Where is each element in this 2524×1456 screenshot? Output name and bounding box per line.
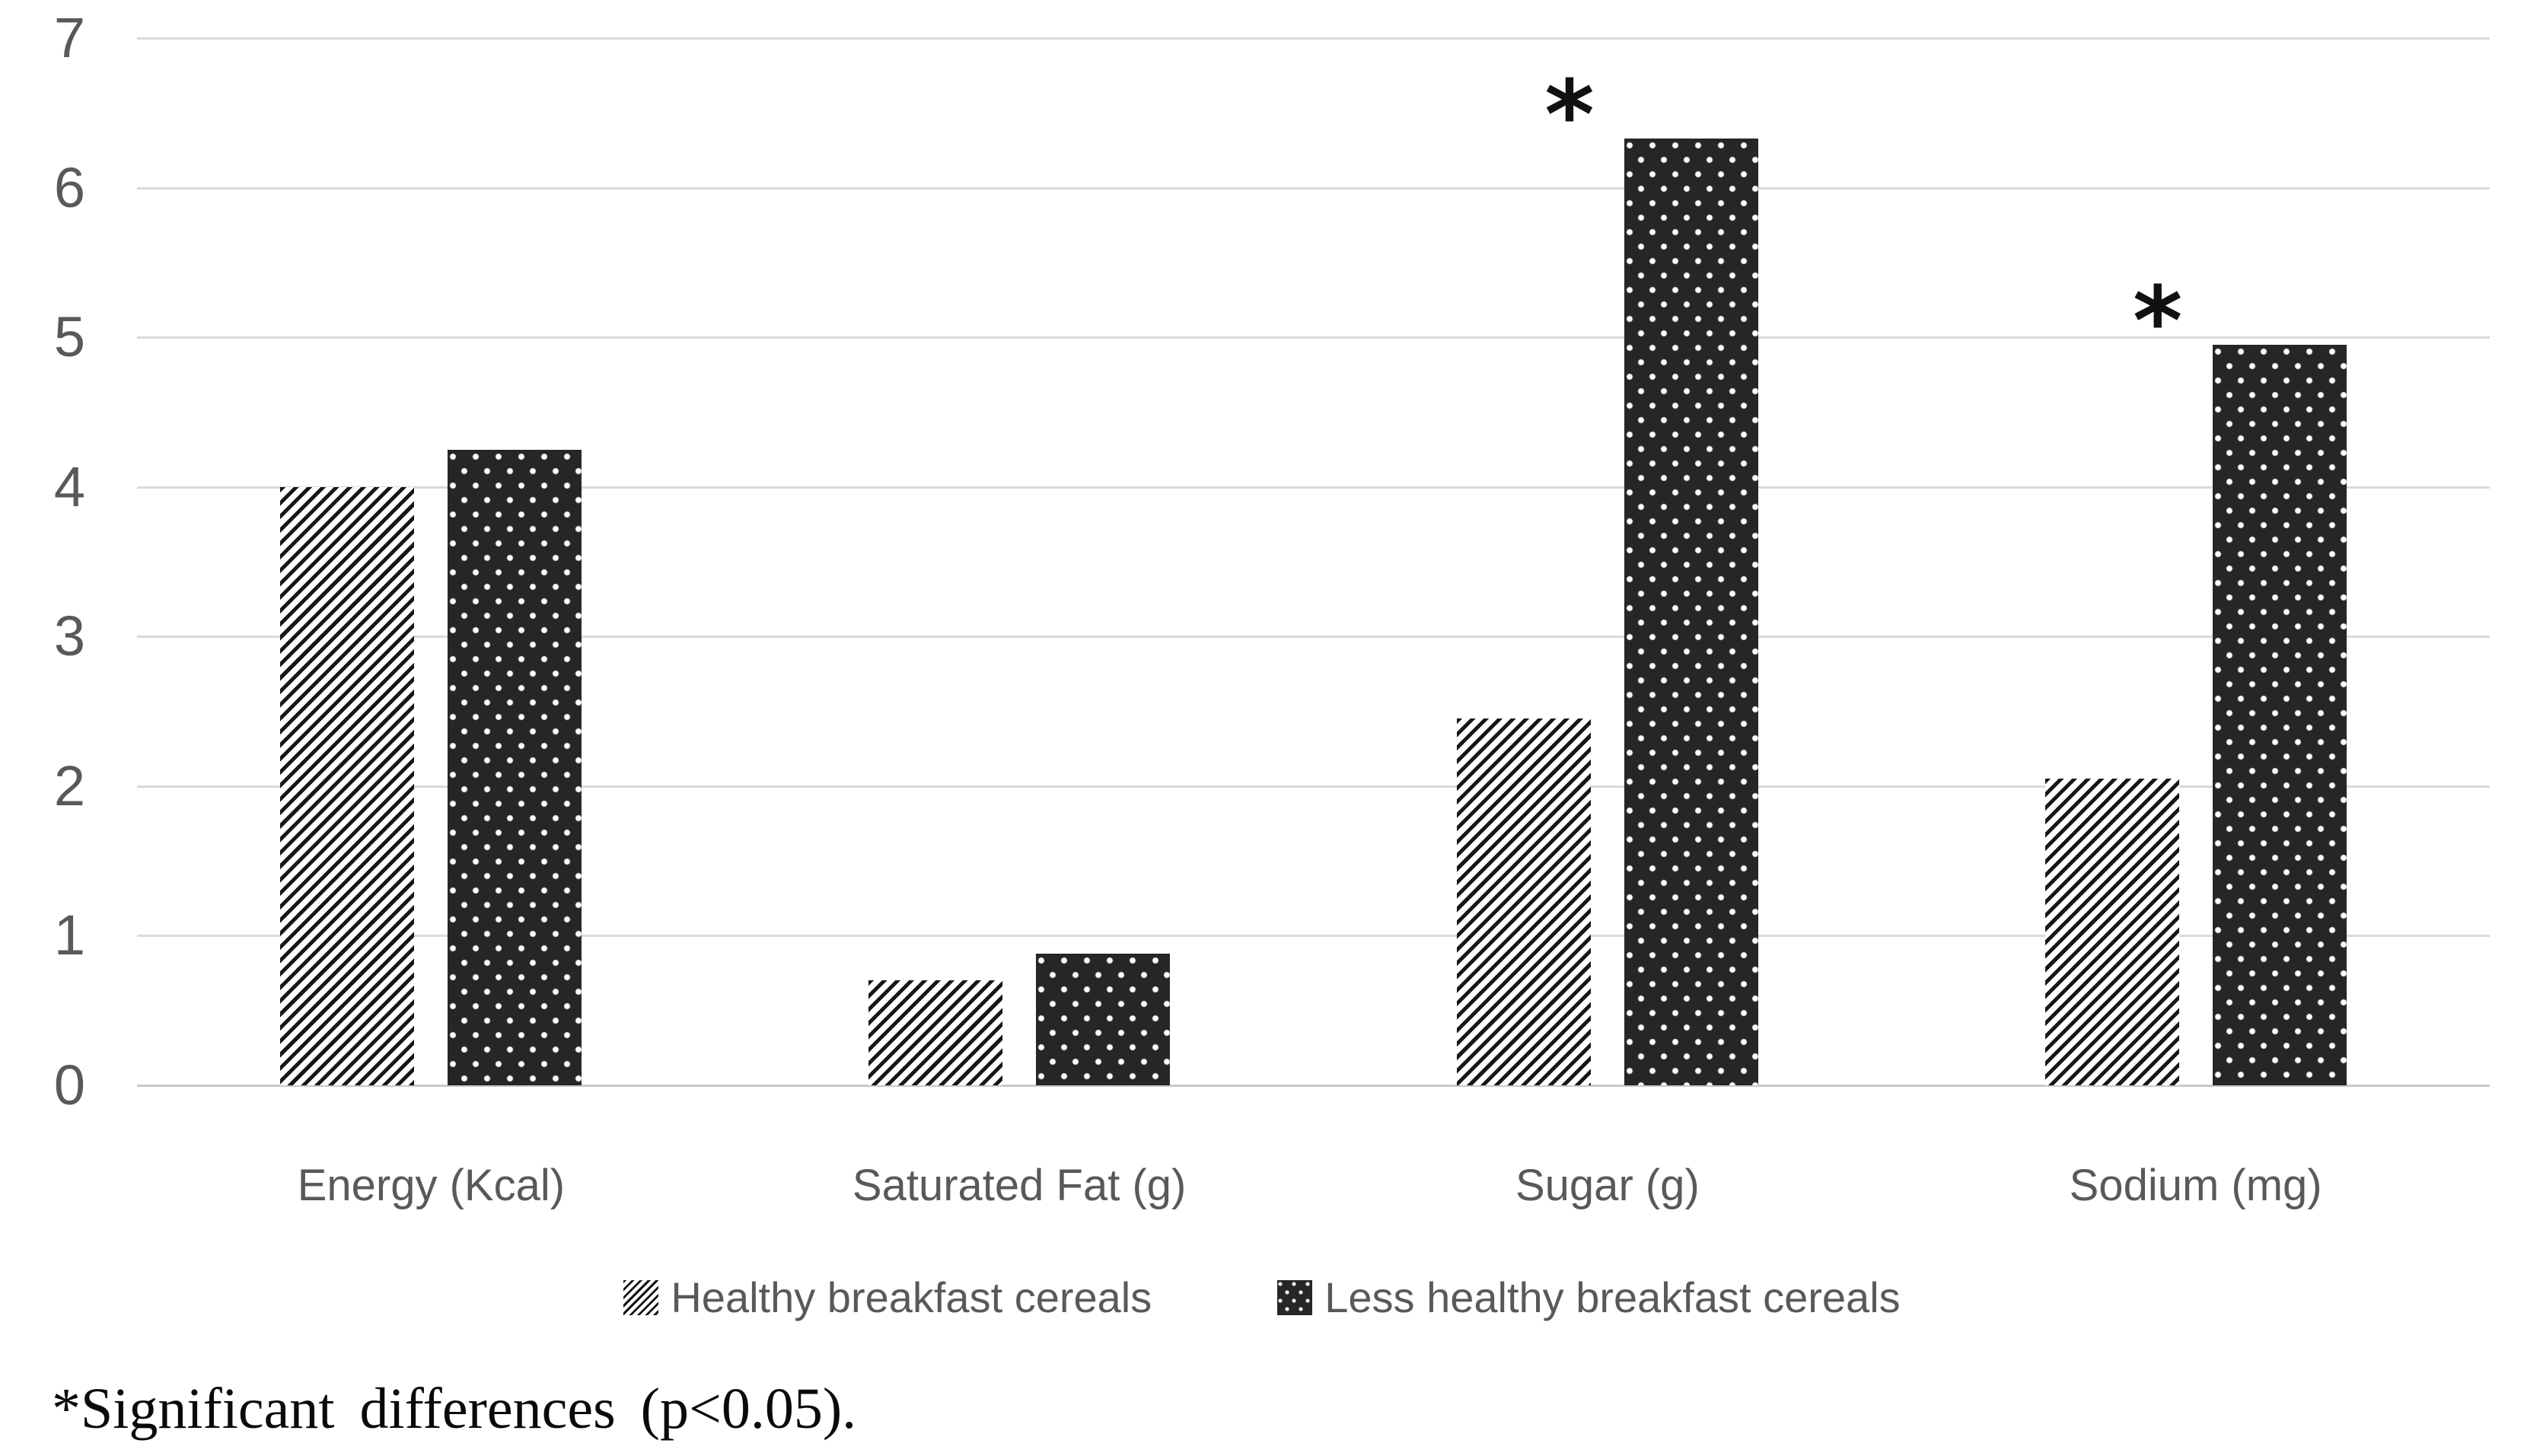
bar-healthy-breakfast-cereals-saturated-fat-g	[868, 980, 1003, 1085]
y-tick-label-2: 2	[53, 753, 85, 817]
gridline-3	[137, 636, 2490, 639]
bar-less-healthy-breakfast-cereals-saturated-fat-g	[1036, 954, 1171, 1085]
y-tick-label-7: 7	[53, 6, 85, 69]
y-tick-label-6: 6	[53, 155, 85, 219]
legend-swatch-healthy-breakfast-cereals	[623, 1279, 659, 1315]
significance-asterisk-sugar-g: *	[1544, 59, 1595, 170]
gridline-7	[137, 37, 2490, 40]
y-tick-label-3: 3	[53, 604, 85, 668]
y-tick-label-5: 5	[53, 305, 85, 369]
significance-asterisk-sodium-mg: *	[2132, 266, 2183, 377]
bar-healthy-breakfast-cereals-sodium-mg	[2044, 779, 2179, 1085]
gridline-2	[137, 785, 2490, 788]
legend-item-healthy-breakfast-cereals: Healthy breakfast cereals	[623, 1273, 1152, 1322]
y-tick-label-4: 4	[53, 454, 85, 518]
bar-healthy-breakfast-cereals-energy-kcal	[280, 486, 415, 1085]
legend-item-less-healthy-breakfast-cereals: Less healthy breakfast cereals	[1277, 1273, 1901, 1322]
bar-healthy-breakfast-cereals-sugar-g	[1456, 718, 1591, 1085]
bar-less-healthy-breakfast-cereals-sodium-mg	[2212, 344, 2347, 1085]
legend-label-less-healthy-breakfast-cereals: Less healthy breakfast cereals	[1324, 1273, 1901, 1321]
y-tick-label-0: 0	[53, 1053, 85, 1117]
x-axis-line	[137, 1085, 2490, 1087]
x-axis-label-sugar-g: Sugar (g)	[1515, 1161, 1700, 1210]
chart-legend: Healthy breakfast cereals Less healthy br…	[0, 1273, 2524, 1322]
legend-swatch-less-healthy-breakfast-cereals	[1277, 1279, 1313, 1315]
gridline-5	[137, 336, 2490, 339]
bar-less-healthy-breakfast-cereals-sugar-g	[1624, 138, 1758, 1085]
legend-label-healthy-breakfast-cereals: Healthy breakfast cereals	[671, 1273, 1152, 1321]
gridline-4	[137, 486, 2490, 489]
gridline-1	[137, 935, 2490, 938]
x-axis-label-sodium-mg: Sodium (mg)	[2069, 1161, 2322, 1210]
x-axis-label-energy-kcal: Energy (Kcal)	[297, 1161, 566, 1210]
y-tick-label-1: 1	[53, 903, 85, 967]
x-axis-label-saturated-fat-g: Saturated Fat (g)	[852, 1161, 1187, 1210]
footnote: *Significant differences (p<0.05).	[52, 1377, 857, 1441]
bar-less-healthy-breakfast-cereals-energy-kcal	[448, 449, 582, 1085]
gridline-6	[137, 186, 2490, 190]
